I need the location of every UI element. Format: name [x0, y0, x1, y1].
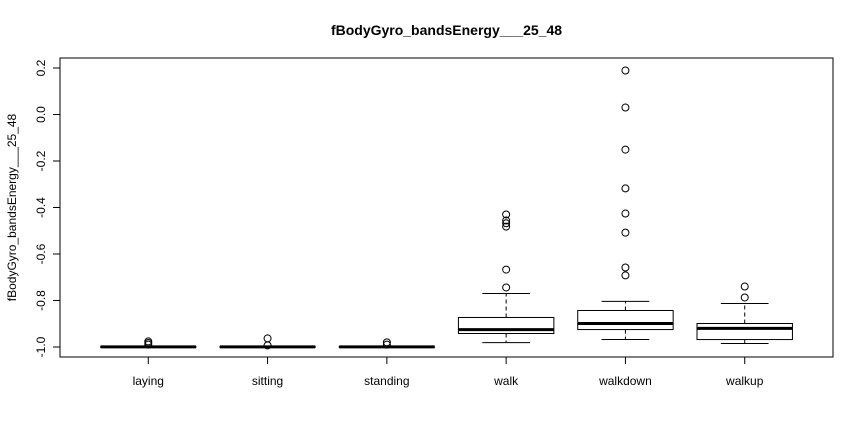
outlier-point: [502, 210, 511, 219]
outlier-point: [382, 340, 391, 349]
plot-area: -1.0 -0.8 -0.6 -0.4 -0.2 0.0 0.2 laying sitting s…: [34, 59, 793, 388]
y-tick-label: 0.0: [34, 106, 48, 123]
x-category-label: walkup: [725, 374, 764, 388]
x-category-label: laying: [133, 374, 164, 388]
x-category-label: sitting: [252, 374, 283, 388]
box-walkup: [696, 323, 793, 341]
outlier-point: [621, 209, 630, 218]
outlier-point: [740, 293, 749, 302]
y-tick-label: -0.8: [34, 290, 48, 311]
outlier-point: [621, 103, 630, 112]
y-tick-label: -0.6: [34, 243, 48, 264]
box-walkdown: [577, 309, 674, 331]
outlier-point: [382, 338, 391, 347]
y-tick-label: -0.2: [34, 150, 48, 171]
outlier-point: [502, 222, 511, 231]
outlier-point: [621, 228, 630, 237]
x-category-label: standing: [364, 374, 409, 388]
outlier-point: [621, 263, 630, 272]
outlier-point: [621, 271, 630, 280]
plot-frame: [59, 57, 834, 358]
outlier-point: [502, 216, 511, 225]
outlier-point: [621, 145, 630, 154]
y-axis-label: fBodyGyro_bandsEnergy___25_48: [5, 113, 19, 301]
outlier-point: [621, 184, 630, 193]
y-tick-label: -0.4: [34, 197, 48, 218]
x-category-label: walk: [493, 374, 519, 388]
y-tick-label: -1.0: [34, 336, 48, 357]
outlier-point: [263, 341, 272, 350]
outlier-point: [502, 219, 511, 228]
outlier-point: [502, 265, 511, 274]
outlier-point: [502, 283, 511, 292]
chart-title: fBodyGyro_bandsEnergy___25_48: [331, 22, 562, 38]
x-category-label: walkdown: [598, 374, 652, 388]
y-tick-label: 0.2: [34, 59, 48, 76]
outlier-point: [621, 66, 630, 75]
outlier-point: [144, 340, 153, 349]
outlier-point: [740, 282, 749, 291]
box-walk: [457, 316, 555, 335]
